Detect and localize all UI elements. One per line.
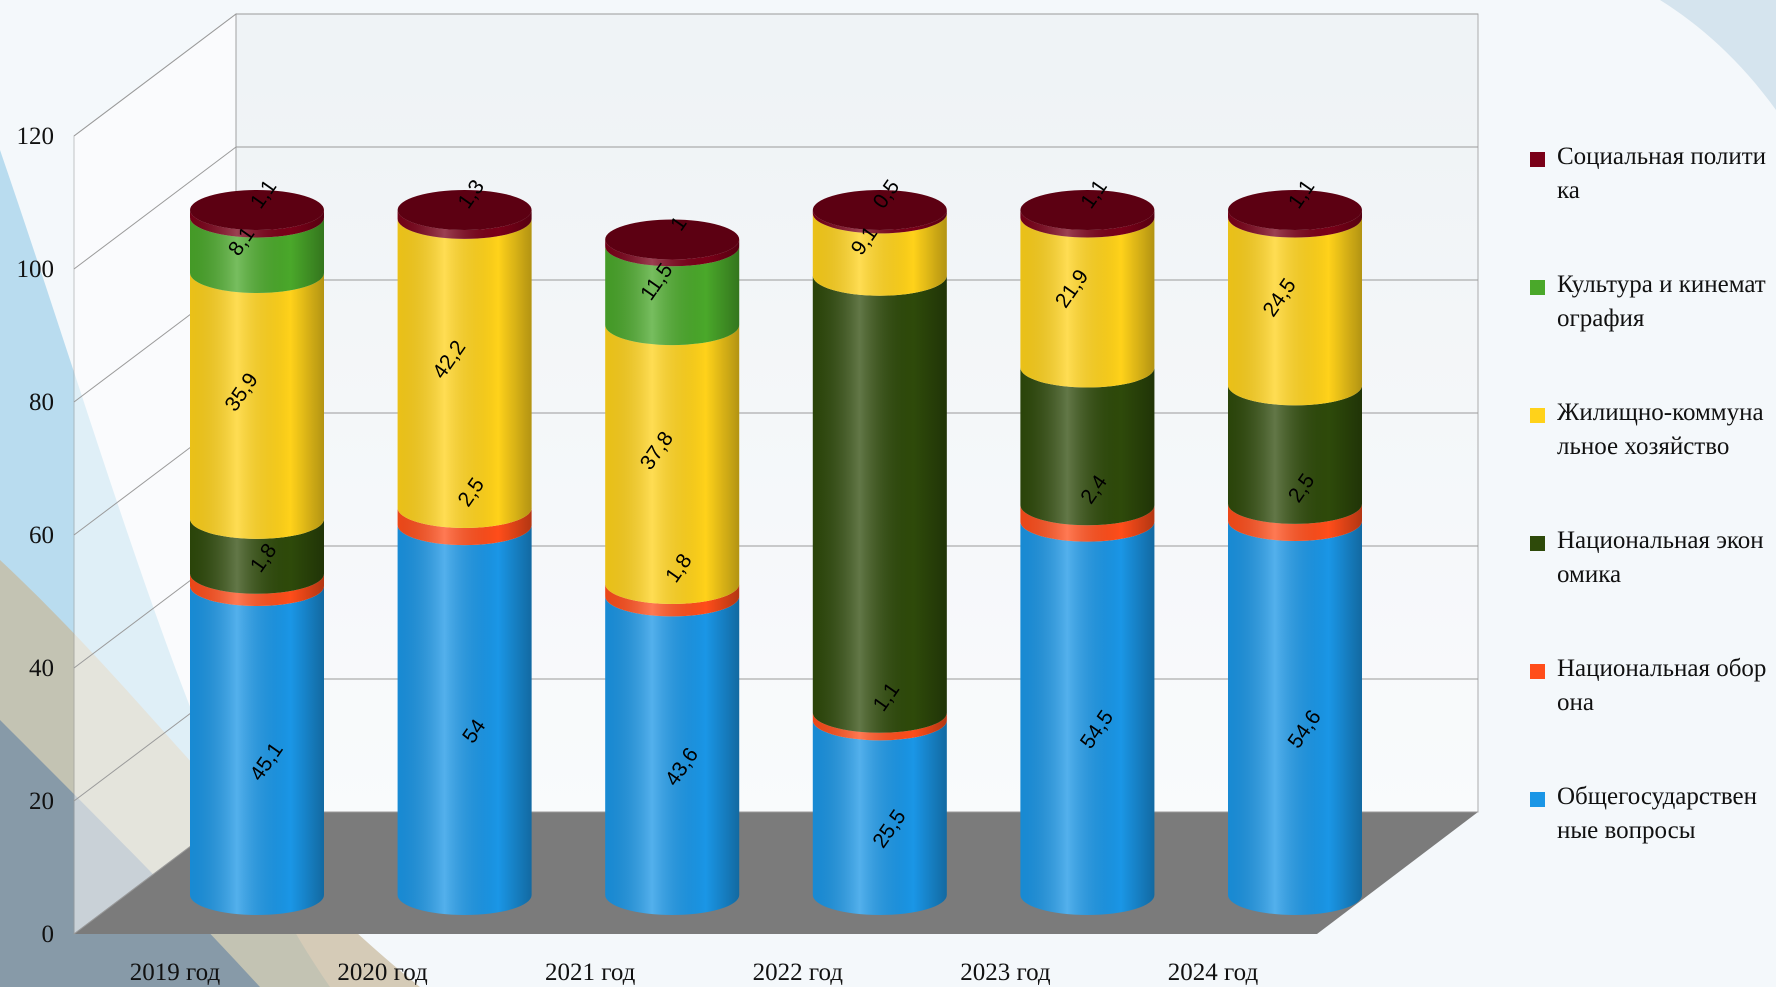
bar-shade (1228, 385, 1362, 524)
y-tick-label: 120 (17, 123, 55, 150)
legend-label: Национальная экономика (1557, 524, 1767, 592)
legend-item: Жилищно-коммунальное хозяйство (1530, 396, 1770, 524)
bar-shade (1228, 521, 1362, 915)
y-tick-label: 0 (42, 921, 55, 948)
bar-shade (1020, 218, 1154, 388)
chart: 020406080100120 2019 год45,11,835,98,11,… (0, 0, 1776, 987)
legend-swatch (1530, 280, 1545, 295)
bar-shade (190, 273, 324, 539)
x-tick-label: 2019 год (130, 959, 221, 986)
x-tick-label: 2020 год (337, 959, 428, 986)
legend-swatch (1530, 536, 1545, 551)
legend-item: Национальная экономика (1530, 524, 1770, 652)
legend-label: Национальная оборона (1557, 652, 1767, 720)
legend-swatch (1530, 792, 1545, 807)
bar-shade (190, 586, 324, 915)
page: 020406080100120 2019 год45,11,835,98,11,… (0, 0, 1776, 987)
bar-shade (1228, 218, 1362, 406)
x-tick-label: 2022 год (753, 959, 844, 986)
legend-item: Культура и кинематография (1530, 268, 1770, 396)
bar-shade (398, 525, 532, 915)
legend-swatch (1530, 664, 1545, 679)
x-tick-label: 2021 год (545, 959, 636, 986)
legend-swatch (1530, 408, 1545, 423)
legend: Социальная политика Культура и кинематогр… (1530, 140, 1770, 908)
y-tick-label: 40 (29, 655, 54, 682)
legend-item: Национальная оборона (1530, 652, 1770, 780)
bar-shade (605, 596, 739, 915)
x-tick-label: 2023 год (960, 959, 1051, 986)
legend-label: Общегосударственные вопросы (1557, 780, 1767, 848)
legend-label: Культура и кинематография (1557, 268, 1767, 336)
bar-shade (813, 276, 947, 733)
legend-swatch (1530, 152, 1545, 167)
bar-shade (813, 720, 947, 915)
y-tick-label: 80 (29, 389, 54, 416)
legend-label: Жилищно-коммунальное хозяйство (1557, 396, 1767, 464)
bar-shade (1020, 522, 1154, 915)
y-tick-label: 100 (17, 256, 55, 283)
y-tick-label: 60 (29, 522, 54, 549)
legend-item: Общегосударственные вопросы (1530, 780, 1770, 908)
legend-item: Социальная политика (1530, 140, 1770, 268)
y-tick-label: 20 (29, 788, 54, 815)
x-tick-label: 2024 год (1168, 959, 1259, 986)
legend-label: Социальная политика (1557, 140, 1767, 208)
